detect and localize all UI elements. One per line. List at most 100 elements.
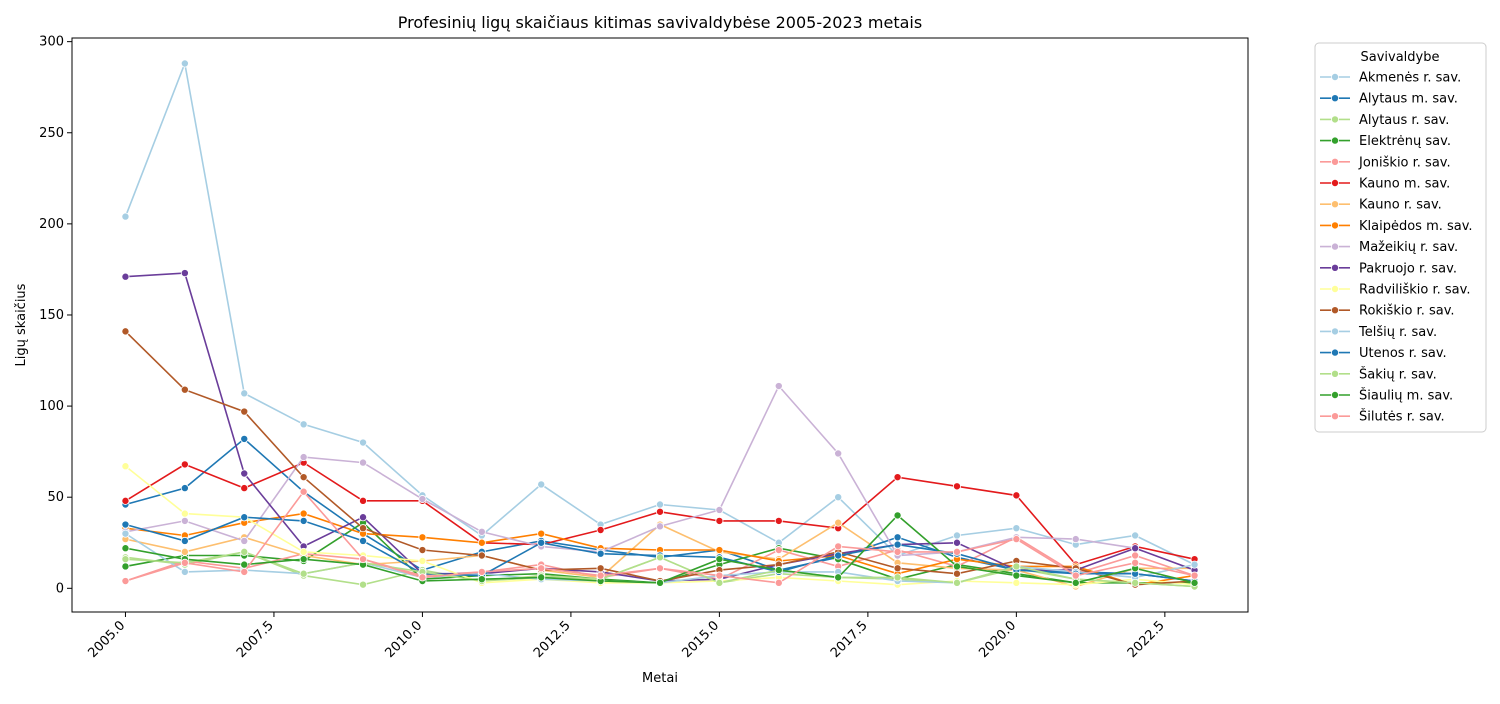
legend: Savivaldybe Akmenės r. sav. Alytaus m. sa…: [1314, 42, 1487, 433]
data-point: [180, 59, 189, 68]
data-point: [715, 516, 724, 525]
legend-marker: [1331, 348, 1340, 357]
x-tick-label: 2007.5: [234, 618, 277, 661]
data-point: [359, 580, 368, 589]
data-point: [715, 578, 724, 587]
data-point: [418, 556, 427, 565]
data-point: [1131, 531, 1140, 540]
series-line-9: [125, 384, 1195, 571]
data-point: [418, 573, 427, 582]
data-point: [180, 536, 189, 545]
data-point: [834, 493, 843, 502]
data-point: [240, 513, 249, 522]
data-point: [299, 487, 308, 496]
data-point: [121, 462, 130, 471]
data-point: [240, 469, 249, 478]
series-line-1: [124, 60, 1195, 566]
legend-label: Alytaus r. sav.: [1359, 113, 1449, 128]
data-point: [893, 564, 902, 573]
legend-label: Kauno m. sav.: [1359, 177, 1450, 192]
data-point: [1012, 524, 1021, 533]
data-point: [893, 533, 902, 542]
y-tick-label: 100: [39, 399, 64, 414]
data-point: [656, 553, 665, 562]
data-point: [1012, 578, 1021, 587]
data-point: [893, 473, 902, 482]
data-point: [299, 473, 308, 482]
data-point: [299, 555, 308, 564]
data-point: [121, 272, 130, 281]
data-point: [952, 531, 961, 540]
data-point: [299, 509, 308, 518]
data-point: [774, 578, 783, 587]
data-point: [715, 546, 724, 555]
legend-marker: [1331, 327, 1340, 336]
data-point: [1190, 560, 1199, 569]
data-point: [656, 564, 665, 573]
data-point: [1012, 491, 1021, 500]
data-point: [537, 480, 546, 489]
legend-marker: [1331, 157, 1340, 166]
data-point: [121, 212, 130, 221]
data-point: [893, 540, 902, 549]
data-point: [952, 538, 961, 547]
data-point: [596, 564, 605, 573]
legend-label: Kauno r. sav.: [1359, 198, 1442, 213]
legend-label: Mažeikių r. sav.: [1359, 240, 1458, 255]
data-point: [240, 567, 249, 576]
data-point: [952, 578, 961, 587]
legend-label: Klaipėdos m. sav.: [1359, 219, 1473, 234]
legend-label: Alytaus m. sav.: [1359, 92, 1458, 107]
data-point: [359, 536, 368, 545]
x-tick-label: 2015.0: [679, 618, 722, 661]
data-point: [952, 562, 961, 571]
y-axis-label: Ligų skaičius: [14, 283, 29, 366]
data-point: [715, 505, 724, 514]
legend-marker: [1331, 412, 1340, 421]
data-point: [477, 527, 486, 536]
data-point: [359, 496, 368, 505]
legend-label: Elektrėnų sav.: [1359, 134, 1451, 149]
data-point: [1071, 571, 1080, 580]
y-tick-label: 250: [39, 126, 64, 141]
y-tick-label: 150: [39, 308, 64, 323]
data-point: [834, 573, 843, 582]
data-point: [121, 544, 130, 553]
data-point: [656, 507, 665, 516]
data-point: [240, 434, 249, 443]
data-point: [774, 382, 783, 391]
legend-label: Šakių r. sav.: [1359, 366, 1437, 382]
legend-title: Savivaldybe: [1361, 50, 1440, 65]
x-axis-label: Metai: [642, 671, 678, 686]
data-point: [952, 482, 961, 491]
x-tick-label: 2020.0: [976, 618, 1019, 661]
data-point: [1190, 578, 1199, 587]
legend-marker: [1331, 306, 1340, 315]
data-point: [1131, 551, 1140, 560]
data-point: [121, 562, 130, 571]
data-point: [537, 564, 546, 573]
data-point: [596, 571, 605, 580]
data-point: [1131, 558, 1140, 567]
legend-marker: [1331, 115, 1340, 124]
data-point: [834, 518, 843, 527]
legend-label: Telšių r. sav.: [1358, 325, 1437, 340]
data-point: [121, 555, 130, 564]
data-point: [952, 569, 961, 578]
data-point: [299, 516, 308, 525]
data-point: [834, 551, 843, 560]
data-point: [418, 495, 427, 504]
data-point: [121, 496, 130, 505]
data-point: [1012, 535, 1021, 544]
data-point: [180, 385, 189, 394]
legend-marker: [1331, 178, 1340, 187]
data-point: [537, 573, 546, 582]
data-point: [477, 551, 486, 560]
data-point: [240, 536, 249, 545]
data-point: [180, 516, 189, 525]
data-point: [656, 522, 665, 531]
data-point: [240, 547, 249, 556]
x-tick-label: 2010.0: [382, 618, 425, 661]
legend-label: Utenos r. sav.: [1359, 346, 1447, 361]
